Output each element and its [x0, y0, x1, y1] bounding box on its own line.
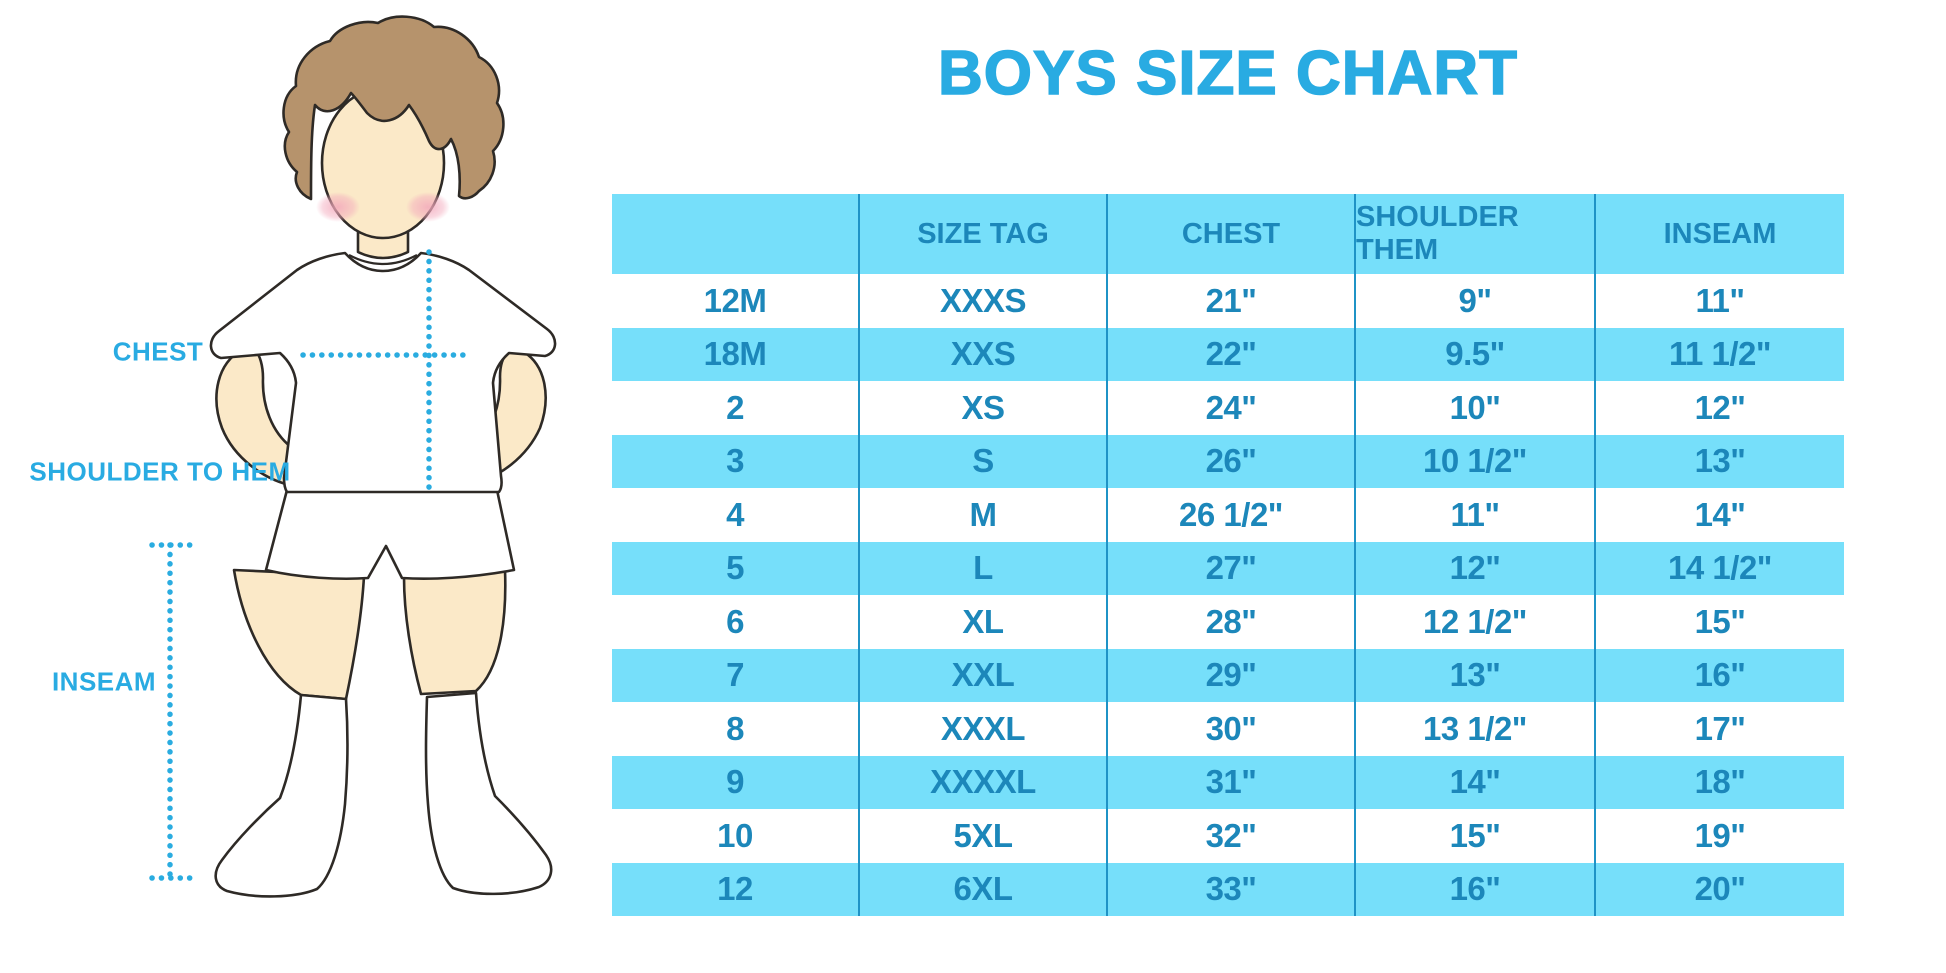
table-row: 7 XXL 29" 13" 16" — [612, 648, 1844, 702]
table-cell: XL — [858, 595, 1106, 649]
blush-left — [316, 192, 360, 222]
table-row: 12 6XL 33" 16" 20" — [612, 862, 1844, 916]
blush-right — [406, 192, 450, 222]
table-row: 12M XXXS 21" 9" 11" — [612, 274, 1844, 328]
table-cell: 19" — [1594, 809, 1844, 863]
table-cell: 10" — [1354, 381, 1594, 435]
table-row: 5 L 27" 12" 14 1/2" — [612, 541, 1844, 595]
table-row: 3 S 26" 10 1/2" 13" — [612, 434, 1844, 488]
boy-illustration-svg — [149, 15, 557, 898]
table-cell: 11 1/2" — [1594, 327, 1844, 381]
table-cell: 5 — [726, 549, 744, 587]
table-cell: XXXXL — [858, 755, 1106, 809]
table-cell: 6 — [726, 602, 744, 640]
table-cell: 9 — [726, 763, 744, 801]
table-cell: 13 1/2" — [1354, 702, 1594, 756]
table-cell: XXXL — [858, 702, 1106, 756]
table-cell: XXL — [858, 648, 1106, 702]
table-cell: 26" — [1106, 434, 1354, 488]
table-cell: 12 1/2" — [1354, 595, 1594, 649]
table-cell: XXXS — [858, 274, 1106, 328]
column-header — [612, 194, 858, 274]
table-cell: 21" — [1106, 274, 1354, 328]
table-row: 10 5XL 32" 15" 19" — [612, 809, 1844, 863]
table-cell: 12 — [717, 870, 753, 908]
table-cell: 9.5" — [1354, 327, 1594, 381]
boy-illustration: CHEST SHOULDER TO HEM INSEAM — [0, 0, 560, 973]
table-cell: 24" — [1106, 381, 1354, 435]
table-cell: L — [858, 541, 1106, 595]
table-cell: 33" — [1106, 862, 1354, 916]
column-header: CHEST — [1106, 194, 1354, 274]
chest-label: CHEST — [112, 336, 204, 367]
column-header: INSEAM — [1594, 194, 1844, 274]
table-cell: 14 1/2" — [1594, 541, 1844, 595]
table-cell: 30" — [1106, 702, 1354, 756]
collar-line — [348, 254, 418, 265]
table-header-row: SIZE TAG CHEST SHOULDER THEM INSEAM — [612, 194, 1844, 274]
table-cell: 15" — [1594, 595, 1844, 649]
size-table: SIZE TAG CHEST SHOULDER THEM INSEAM 12M XXXS 2… — [612, 194, 1844, 916]
table-row: 2 XS 24" 10" 12" — [612, 381, 1844, 435]
table-cell: 5XL — [858, 809, 1106, 863]
table-cell: 13" — [1594, 434, 1844, 488]
table-row: 4 M 26 1/2" 11" 14" — [612, 488, 1844, 542]
table-cell: XS — [858, 381, 1106, 435]
table-row: 9 XXXXL 31" 14" 18" — [612, 755, 1844, 809]
table-cell: 16" — [1354, 862, 1594, 916]
table-cell: 20" — [1594, 862, 1844, 916]
table-cell: 12" — [1594, 381, 1844, 435]
table-cell: 11" — [1594, 274, 1844, 328]
left-sock-shape — [214, 693, 349, 898]
hair-shape — [282, 15, 505, 201]
table-cell: 11" — [1354, 488, 1594, 542]
table-cell: 16" — [1594, 648, 1844, 702]
table-cell: 15" — [1354, 809, 1594, 863]
shoulder-to-hem-label: SHOULDER TO HEM — [29, 456, 291, 487]
right-sock-shape — [424, 691, 553, 896]
table-cell: 17" — [1594, 702, 1844, 756]
table-cell: 10 1/2" — [1354, 434, 1594, 488]
table-cell: 9" — [1354, 274, 1594, 328]
table-cell: 31" — [1106, 755, 1354, 809]
table-cell: 12M — [703, 281, 767, 319]
table-cell: 28" — [1106, 595, 1354, 649]
table-cell: 18M — [703, 335, 767, 373]
table-cell: 18" — [1594, 755, 1844, 809]
table-cell: 22" — [1106, 327, 1354, 381]
inseam-label: INSEAM — [51, 666, 157, 697]
table-cell: 7 — [726, 656, 744, 694]
table-cell: 27" — [1106, 541, 1354, 595]
table-cell: 8 — [726, 709, 744, 747]
table-cell: S — [858, 434, 1106, 488]
table-cell: 29" — [1106, 648, 1354, 702]
table-row: 8 XXXL 30" 13 1/2" 17" — [612, 702, 1844, 756]
page-title: BOYS SIZE CHART — [937, 38, 1518, 109]
table-cell: 12" — [1354, 541, 1594, 595]
shorts-shape — [264, 488, 516, 581]
column-header: SHOULDER THEM — [1354, 194, 1594, 274]
table-cell: 2 — [726, 388, 744, 426]
table-row: 18M XXS 22" 9.5" 11 1/2" — [612, 327, 1844, 381]
table-cell: 10 — [717, 816, 753, 854]
table-cell: 4 — [726, 495, 744, 533]
table-cell: 14" — [1354, 755, 1594, 809]
tshirt-shape — [209, 251, 557, 494]
table-cell: 3 — [726, 442, 744, 480]
left-leg-shape — [232, 568, 366, 701]
table-row: 6 XL 28" 12 1/2" 15" — [612, 595, 1844, 649]
table-cell: 14" — [1594, 488, 1844, 542]
right-leg-shape — [402, 568, 507, 696]
table-cell: XXS — [858, 327, 1106, 381]
table-cell: 32" — [1106, 809, 1354, 863]
table-cell: M — [858, 488, 1106, 542]
table-cell: 26 1/2" — [1106, 488, 1354, 542]
table-cell: 6XL — [858, 862, 1106, 916]
table-cell: 13" — [1354, 648, 1594, 702]
column-header: SIZE TAG — [858, 194, 1106, 274]
